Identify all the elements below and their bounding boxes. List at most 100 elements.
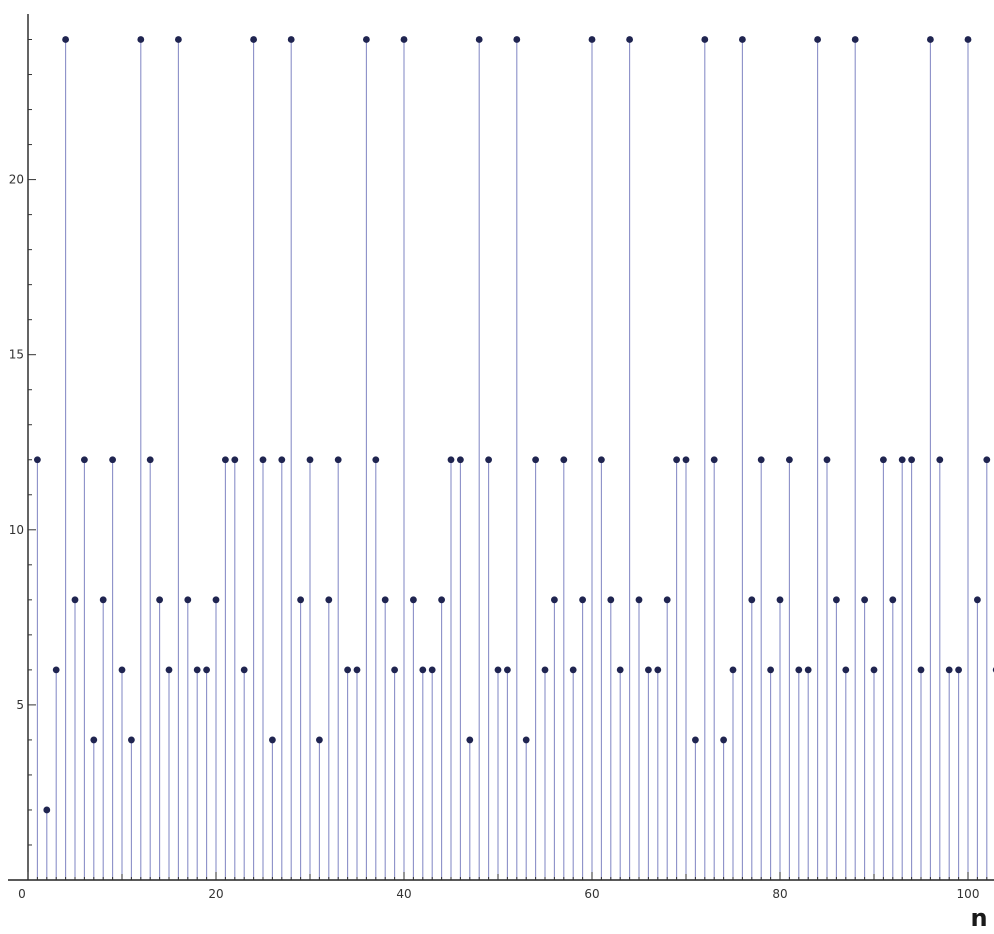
data-point [438,596,445,604]
data-point [551,596,558,604]
data-point [842,666,850,674]
data-point [109,456,116,464]
data-point [353,666,361,674]
data-point [259,456,267,464]
data-point [513,36,521,43]
data-point [795,666,803,674]
data-point [851,36,859,43]
data-point [927,36,934,43]
data-point [184,596,192,604]
data-point [607,596,615,604]
data-point [522,736,530,744]
data-point [297,596,304,604]
data-point [814,36,821,43]
data-point [363,36,370,43]
data-point [917,666,925,674]
x-tick-label: 0 [18,887,26,901]
data-point [748,596,756,604]
data-point [757,456,765,464]
data-point [165,666,173,674]
data-point [240,666,248,674]
data-point [118,666,126,674]
data-point [569,666,577,674]
data-point [146,456,154,464]
data-point [663,596,671,604]
data-point [43,806,51,814]
data-point [231,456,239,464]
data-point [579,596,586,604]
data-point [334,456,342,464]
x-axis-ticks: 0 20 40 60 80 100 [18,872,988,901]
data-point [175,36,182,43]
data-point [81,456,88,464]
data-point [654,666,662,674]
data-point [212,596,220,604]
data-point [804,666,812,674]
x-axis-title: n [970,904,987,932]
data-point [729,666,737,674]
data-point [156,596,164,604]
data-point [541,666,549,674]
data-point [391,666,398,674]
data-point [833,596,840,604]
data-point [767,666,774,674]
data-point [316,736,323,744]
data-point [278,456,286,464]
data-point [710,456,718,464]
data-point [344,666,351,674]
data-point [34,456,41,464]
data-point [127,736,135,744]
x-tick-label: 40 [396,887,411,901]
data-point [62,36,69,43]
data-point [974,596,981,604]
data-point [626,36,633,43]
data-point [71,596,79,604]
data-point [983,456,991,464]
data-point [306,456,314,464]
data-point [880,456,887,464]
data-point [720,736,727,744]
data-point [504,666,511,674]
data-point [325,596,333,604]
data-point [870,666,878,674]
data-point [137,36,145,43]
data-point [739,36,746,43]
data-point [598,456,605,464]
axes [8,14,994,881]
data-point [701,36,709,43]
data-point [466,736,474,744]
x-tick-label: 100 [957,887,980,901]
data-point [372,456,380,464]
data-point [682,456,690,464]
data-point [532,456,539,464]
data-point [222,456,229,464]
data-point [287,36,295,43]
data-point [475,36,483,43]
data-points [34,36,994,814]
data-point [428,666,436,674]
data-point [560,456,568,464]
data-point [494,666,502,674]
data-point [889,596,897,604]
x-tick-label: 80 [772,887,787,901]
data-point [269,736,276,744]
y-tick-label: 15 [9,348,24,362]
data-point [776,596,784,604]
data-point [673,456,680,464]
y-tick-label: 10 [9,523,24,537]
data-point [99,596,107,604]
data-point [381,596,389,604]
data-point [898,456,906,464]
y-tick-label: 20 [9,173,24,187]
data-point [955,666,962,674]
data-point [52,666,60,674]
data-point [692,736,699,744]
stem-lines [36,39,988,880]
data-point [945,666,953,674]
data-point [193,666,201,674]
data-point [400,36,408,43]
data-point [964,36,972,43]
data-point [90,736,98,744]
data-point [616,666,624,674]
